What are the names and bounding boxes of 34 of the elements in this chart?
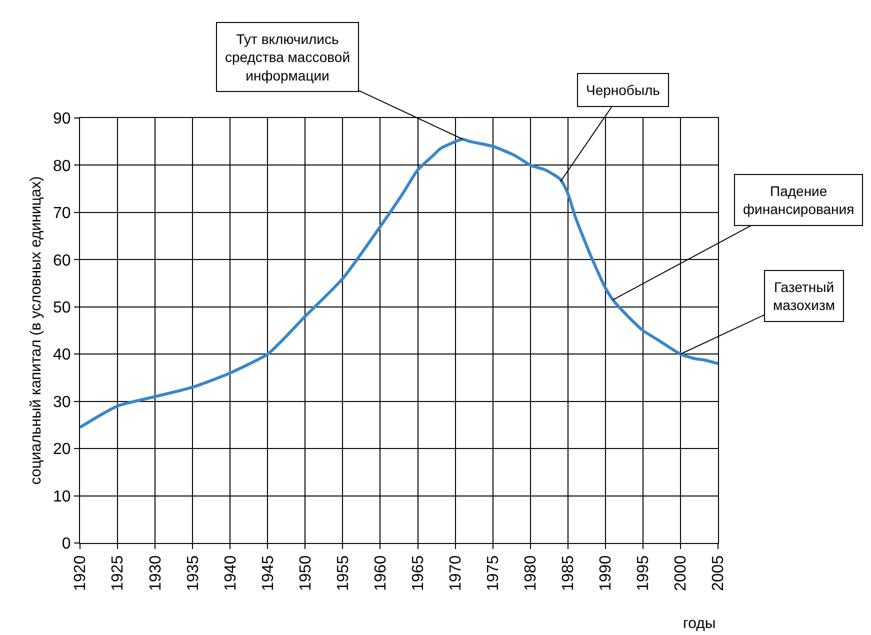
x-axis-title: годы: [683, 615, 716, 632]
y-tick-label: 40: [53, 346, 71, 364]
y-tick-label: 30: [53, 394, 71, 411]
x-tick-label: 1925: [110, 555, 127, 591]
x-tick-label: 1965: [410, 555, 427, 591]
y-axis-title: социальный капитал (в условных единицах): [27, 176, 44, 485]
y-tick-label: 20: [53, 441, 71, 458]
x-tick-label: 1995: [635, 555, 652, 591]
y-tick-label: 80: [53, 158, 71, 175]
x-tick-label: 1920: [72, 555, 90, 591]
x-tick-label: 1945: [260, 555, 277, 591]
annotation: Падение финансирования: [743, 183, 854, 218]
x-tick-label: 1960: [372, 555, 390, 591]
y-tick-label: 10: [53, 488, 71, 506]
x-tick-label: 1950: [297, 555, 314, 591]
annotation: Тут включились средства массовой информации: [225, 31, 350, 84]
y-tick-label: 50: [53, 299, 71, 316]
x-tick-label: 2005: [710, 555, 728, 591]
x-tick-label: 1935: [184, 555, 202, 591]
x-tick-label: 1980: [522, 555, 540, 591]
y-tick-label: 70: [53, 205, 71, 222]
annotation: Газетный мазохизм: [773, 279, 836, 314]
y-tick-label: 90: [53, 110, 71, 128]
x-tick-label: 1985: [560, 555, 578, 591]
x-tick-label: 1970: [447, 555, 464, 591]
x-tick-label: 1930: [147, 555, 164, 591]
y-tick-label: 60: [53, 252, 71, 270]
annotation: Чернобыль: [586, 82, 660, 98]
x-tick-label: 1975: [485, 555, 502, 591]
y-tick-label: 0: [62, 536, 71, 553]
x-tick-label: 1955: [334, 555, 352, 591]
x-tick-label: 1990: [598, 555, 615, 591]
x-tick-label: 2000: [672, 555, 690, 591]
x-tick-label: 1940: [222, 555, 240, 591]
